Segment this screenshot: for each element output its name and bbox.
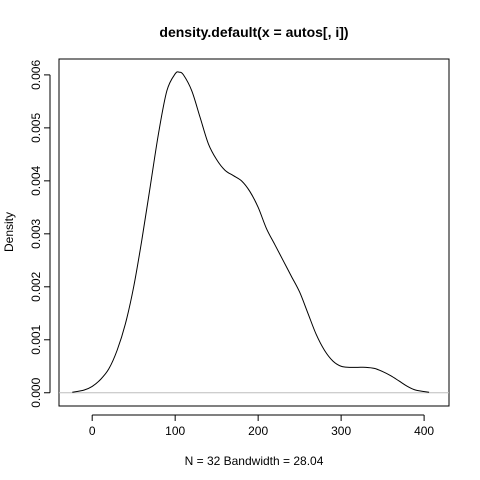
y-tick-label: 0.005 [29, 113, 43, 143]
y-tick-label: 0.006 [29, 60, 43, 90]
chart-title: density.default(x = autos[, i]) [159, 24, 348, 40]
x-tick-label: 400 [414, 424, 434, 438]
x-tick-label: 300 [331, 424, 351, 438]
density-curve [72, 71, 430, 393]
y-tick-label: 0.000 [29, 377, 43, 407]
x-axis: 0 100 200 300 400 [89, 414, 434, 438]
x-tick-label: 0 [89, 424, 96, 438]
plot-frame [58, 58, 450, 407]
x-axis-label: N = 32 Bandwidth = 28.04 [185, 454, 324, 468]
y-tick-label: 0.003 [29, 218, 43, 248]
x-tick-label: 200 [248, 424, 268, 438]
y-axis: 0.000 0.001 0.002 0.003 0.004 0.005 0.006 [29, 60, 51, 408]
y-tick-label: 0.004 [29, 166, 43, 196]
y-axis-label: Density [2, 212, 16, 252]
y-tick-label: 0.001 [29, 324, 43, 354]
x-tick-label: 100 [165, 424, 185, 438]
y-tick-label: 0.002 [29, 271, 43, 301]
